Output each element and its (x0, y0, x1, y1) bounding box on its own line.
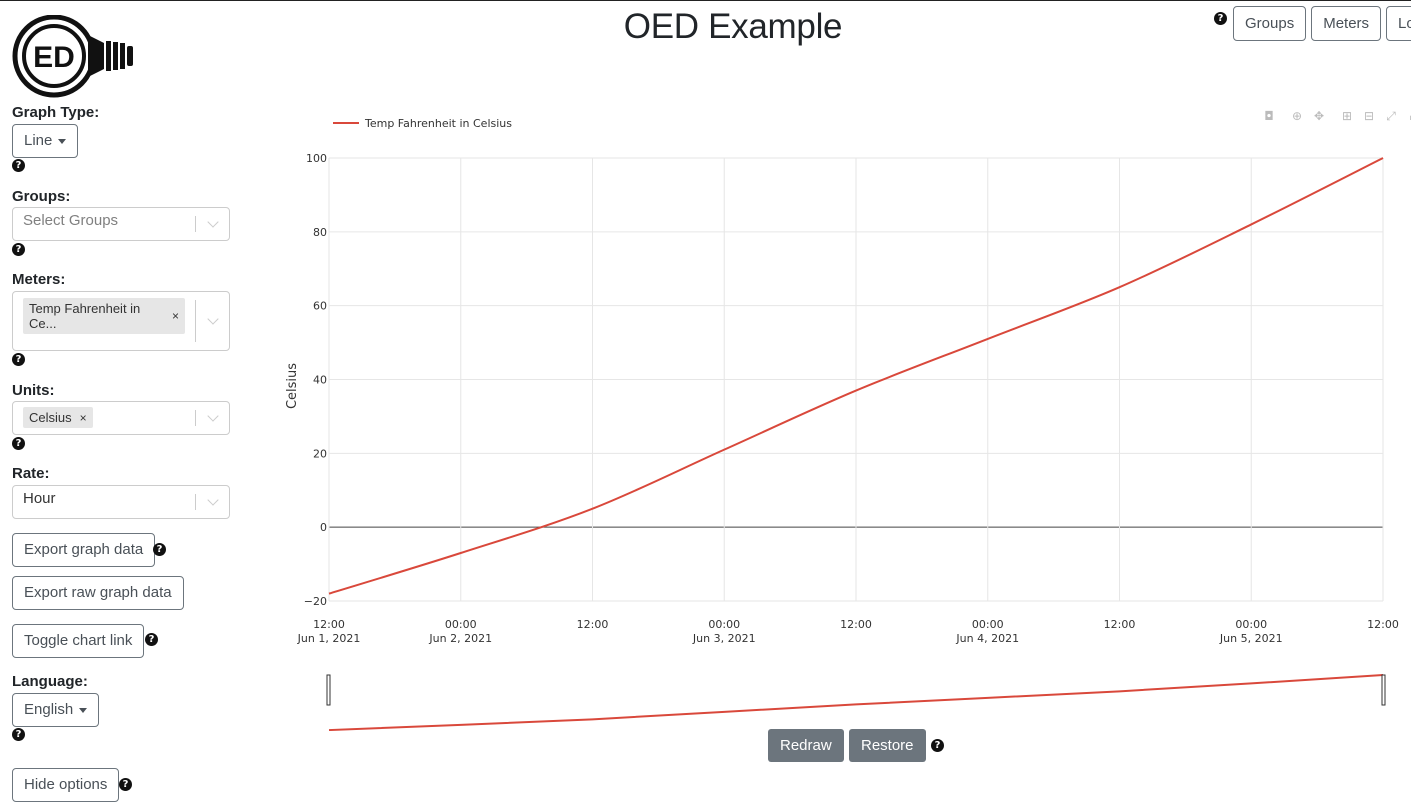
y-tick-label: 40 (313, 374, 327, 387)
question-circle-icon[interactable]: ? (12, 353, 25, 366)
x-tick-label: 00:00 (708, 618, 740, 631)
unit-chip-label: Celsius (29, 410, 72, 425)
graph-type-label: Graph Type: (12, 104, 100, 121)
x-tick-label: 12:00 (577, 618, 609, 631)
units-label: Units: (12, 382, 55, 399)
oed-logo: ED (12, 15, 133, 98)
graph-type-dropdown[interactable]: Line (12, 124, 79, 158)
groups-label: Groups: (12, 188, 71, 205)
language-label: Language: (12, 673, 88, 690)
chart-series (328, 157, 1384, 595)
x-tick-label: 00:00 (1235, 618, 1267, 631)
export-graph-data-button[interactable]: Export graph data (12, 533, 156, 567)
x-tick-label: 12:00 (840, 618, 872, 631)
zoom-out-icon[interactable]: ⊟ (1363, 109, 1375, 123)
y-tick-label: 60 (313, 300, 327, 313)
x-tick-date-label: Jun 2, 2021 (428, 632, 492, 645)
series-line (328, 157, 1384, 595)
question-circle-icon[interactable]: ? (1214, 12, 1227, 25)
toggle-chart-link-button[interactable]: Toggle chart link (12, 624, 145, 658)
y-tick-label: 0 (320, 521, 327, 534)
remove-chip-icon[interactable]: × (171, 309, 179, 323)
y-tick-label: 100 (306, 152, 327, 165)
units-select[interactable]: Celsius × (12, 401, 230, 435)
rate-label: Rate: (12, 465, 50, 482)
question-circle-icon[interactable]: ? (12, 437, 25, 450)
y-axis-label: Celsius (285, 363, 300, 409)
zoom-in-icon[interactable]: ⊞ (1341, 109, 1353, 123)
range-slider-left-handle (326, 674, 331, 706)
range-slider (326, 673, 1386, 731)
legend-entry: Temp Fahrenheit in Celsius (364, 117, 512, 130)
redraw-button[interactable]: Redraw (768, 729, 844, 762)
range-slider-right-handle (1381, 674, 1386, 706)
y-tick-label: 80 (313, 226, 327, 239)
x-tick-date-label: Jun 3, 2021 (692, 632, 756, 645)
camera-icon[interactable]: ◘ (1264, 109, 1274, 123)
log-in-nav-button[interactable]: Log (1386, 6, 1411, 41)
chart-legend: Temp Fahrenheit in Celsius (333, 117, 512, 130)
range-slider-bg (329, 673, 1383, 719)
restore-button[interactable]: Restore (849, 729, 926, 762)
meters-nav-button[interactable]: Meters (1311, 6, 1382, 41)
question-circle-icon[interactable]: ? (12, 728, 25, 741)
x-tick-label: 00:00 (445, 618, 477, 631)
question-circle-icon[interactable]: ? (145, 633, 158, 646)
x-tick-date-label: Jun 1, 2021 (297, 632, 361, 645)
x-tick-label: 00:00 (972, 618, 1004, 631)
meters-label: Meters: (12, 271, 66, 288)
groups-nav-button[interactable]: Groups (1233, 6, 1307, 41)
x-tick-label: 12:00 (1104, 618, 1136, 631)
rate-select[interactable]: Hour (12, 485, 230, 519)
caret-down-icon (79, 707, 88, 713)
x-tick-date-label: Jun 4, 2021 (955, 632, 1019, 645)
export-raw-graph-data-button[interactable]: Export raw graph data (12, 576, 184, 610)
meter-chip: Temp Fahrenheit in Ce... × (23, 298, 185, 334)
page-title: OED Example (623, 7, 843, 46)
caret-down-icon (58, 138, 67, 144)
x-tick-date-label: Jun 5, 2021 (1219, 632, 1283, 645)
y-tick-label: 20 (313, 447, 327, 460)
question-circle-icon[interactable]: ? (12, 243, 25, 256)
x-tick-label: 12:00 (313, 618, 345, 631)
pan-icon[interactable]: ✥ (1313, 109, 1325, 123)
question-circle-icon[interactable]: ? (12, 159, 25, 172)
rate-value: Hour (23, 490, 56, 507)
language-value: English (24, 701, 74, 718)
question-circle-icon[interactable]: ? (153, 543, 166, 556)
groups-select[interactable]: Select Groups (12, 207, 230, 241)
remove-chip-icon[interactable]: × (79, 410, 87, 425)
language-dropdown[interactable]: English (12, 693, 100, 727)
hide-options-button[interactable]: Hide options (12, 768, 120, 802)
zoom-icon[interactable]: ⊕ (1291, 109, 1303, 123)
autoscale-icon[interactable]: ⤢ (1386, 109, 1396, 123)
y-tick-label: −20 (304, 595, 327, 608)
chart-grid (328, 157, 1384, 602)
question-circle-icon[interactable]: ? (931, 739, 944, 752)
top-nav: ? Groups Meters Log (1214, 6, 1411, 41)
groups-placeholder: Select Groups (23, 212, 119, 229)
question-circle-icon[interactable]: ? (119, 778, 132, 791)
x-tick-label: 12:00 (1367, 618, 1399, 631)
lightbulb-icon (12, 15, 133, 98)
meters-select[interactable]: Temp Fahrenheit in Ce... × (12, 291, 230, 351)
range-slider-series (328, 674, 1384, 731)
home-icon[interactable]: ⌂ (1406, 109, 1411, 123)
logo-text: ED (33, 41, 75, 74)
unit-chip: Celsius × (23, 407, 93, 428)
graph-type-value: Line (24, 132, 53, 149)
chart-modebar: ◘ ⊕ ✥ ⊞ ⊟ ⤢ ⌂ (1262, 109, 1411, 123)
meter-chip-label: Temp Fahrenheit in Ce... (29, 301, 141, 331)
